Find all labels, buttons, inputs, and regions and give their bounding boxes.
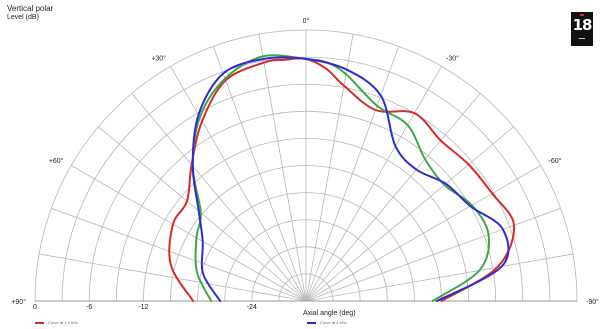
angle-tick-label: +60° (49, 157, 64, 165)
grid-spoke (305, 165, 541, 302)
series-line-blue (191, 56, 510, 302)
series-layer (168, 54, 516, 302)
legend-swatch-red (35, 321, 44, 324)
legend-item-red: Curve at 1.0 kHz (35, 320, 78, 325)
grid-spoke (39, 253, 307, 302)
angle-tick-label: -90° (586, 298, 599, 306)
grid-spoke (170, 66, 307, 302)
grid-spoke (305, 253, 573, 302)
radial-tick-label: -6 (86, 304, 92, 311)
legend-item-blue: Curve at 4 kHz (307, 320, 346, 325)
logo-dot-icon (580, 14, 584, 16)
grid-spoke (305, 46, 400, 302)
grid-spoke (51, 207, 307, 302)
legend-swatch-blue (307, 321, 316, 324)
brand-18-sound-logo: 18 ▬▬ (571, 12, 593, 46)
grid-spoke (71, 165, 307, 302)
grid-spoke (305, 93, 481, 302)
axis-title: Axial angle (deg) (303, 310, 356, 317)
series-line-red (168, 57, 516, 302)
angle-tick-label: +30° (151, 55, 166, 63)
grid-spoke (305, 66, 442, 302)
radial-tick-label: -12 (138, 304, 148, 311)
radial-tick-label: -24 (247, 304, 257, 311)
angle-tick-label: +90° (11, 298, 26, 306)
grid-spoke (305, 34, 354, 302)
logo-number: 18 (572, 16, 593, 34)
grid-spoke (305, 126, 514, 302)
chart-subtitle: Level (dB) (7, 14, 39, 21)
tick-labels: +90° +60° +30° 0° -30° -60° -90° 0 -6 -12 -24 (11, 17, 599, 311)
grid-spoke (98, 126, 307, 302)
series-line-green (191, 54, 490, 302)
legend-label-red: Curve at 1.0 kHz (48, 320, 78, 325)
grid-spoke (258, 34, 307, 302)
angle-tick-label: 0° (303, 17, 310, 25)
polar-grid (34, 29, 578, 302)
logo-wordmark-icon: ▬▬ (578, 36, 586, 40)
angle-tick-label: -30° (446, 55, 459, 63)
chart-title: Vertical polar (7, 4, 54, 13)
grid-spoke (212, 46, 307, 302)
grid-spoke (131, 93, 307, 302)
grid-spoke (305, 207, 561, 302)
angle-tick-label: -60° (549, 157, 562, 165)
radial-tick-label: 0 (33, 304, 37, 311)
legend-label-blue: Curve at 4 kHz (320, 320, 347, 325)
